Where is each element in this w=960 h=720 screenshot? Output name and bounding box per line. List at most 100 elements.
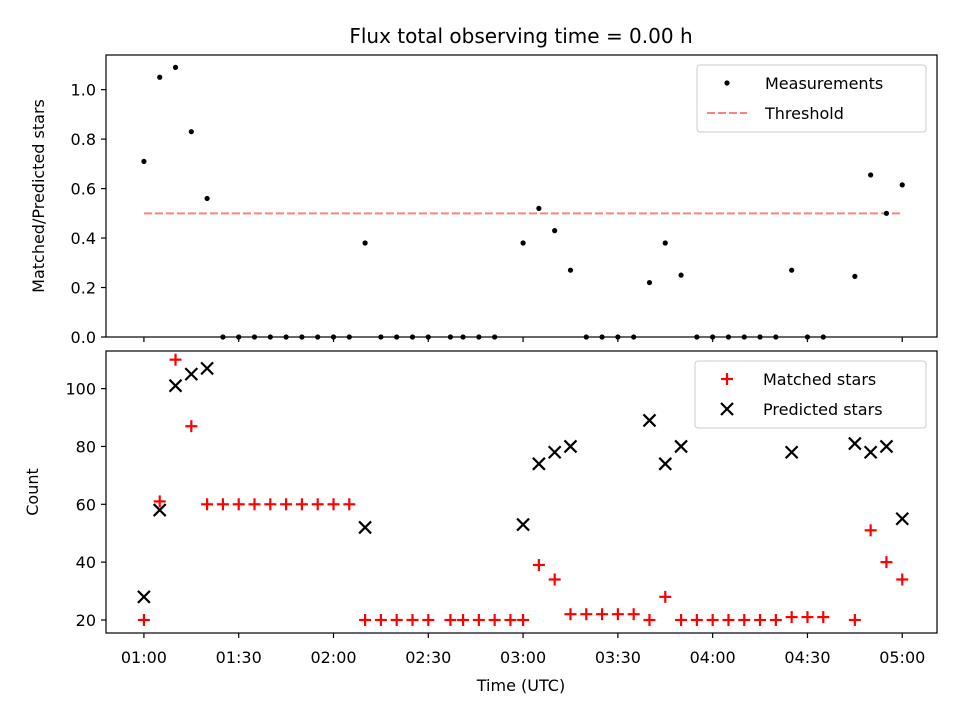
matched-star-point xyxy=(153,495,166,508)
measurement-point xyxy=(188,129,194,135)
bottom-legend-box xyxy=(694,360,927,429)
predicted-star-point xyxy=(863,445,878,460)
top-legend-box xyxy=(696,64,927,133)
predicted-star-point xyxy=(137,590,151,604)
matched-star-point xyxy=(264,498,277,511)
legend-matched-marker xyxy=(721,373,733,385)
bottom-ytick-label: 100 xyxy=(65,380,96,399)
x-axis-label: Time (UTC) xyxy=(476,676,565,695)
predicted-star-point xyxy=(658,457,673,471)
measurement-point xyxy=(646,279,653,286)
matched-star-point xyxy=(817,611,830,624)
matched-star-point xyxy=(880,556,893,569)
predicted-star-point xyxy=(895,511,910,526)
bottom-xtick-label: 03:30 xyxy=(595,648,641,667)
legend-measurements-marker xyxy=(724,80,730,86)
measurement-point xyxy=(520,240,526,246)
matched-star-point xyxy=(248,498,261,511)
matched-star-point xyxy=(169,353,182,366)
top-ytick-label: 0.6 xyxy=(71,180,96,199)
top-y-axis-label: Matched/Predicted stars xyxy=(29,99,48,293)
measurement-point xyxy=(852,273,858,279)
predicted-star-point xyxy=(168,378,183,393)
predicted-star-point xyxy=(879,439,894,454)
top-y-axis: 0.0 0.2 0.4 0.6 0.8 1.0 xyxy=(71,81,106,347)
matched-star-point xyxy=(769,613,782,626)
measurement-point xyxy=(899,182,905,188)
matched-star-point xyxy=(327,498,340,511)
predicted-star-point xyxy=(642,413,657,428)
bottom-y-axis: 20 40 60 80 100 xyxy=(65,380,106,630)
bottom-xtick-label: 01:00 xyxy=(121,648,167,667)
predicted-star-point xyxy=(532,457,546,471)
legend-measurements-label: Measurements xyxy=(765,74,883,93)
top-panel: 0.0 0.2 0.4 0.6 0.8 1.0 Matched/Predicted sta… xyxy=(29,54,938,347)
matched-star-point xyxy=(611,608,624,621)
matched-star-point xyxy=(722,613,735,626)
measurement-point xyxy=(868,172,874,178)
matched-star-point xyxy=(675,613,688,626)
bottom-xtick-label: 04:00 xyxy=(690,648,736,667)
bottom-legend: Matched stars Predicted stars xyxy=(694,360,927,429)
bottom-y-axis-label: Count xyxy=(23,468,42,516)
matched-star-point xyxy=(690,613,703,626)
matched-star-point xyxy=(185,420,198,433)
bottom-ytick-label: 80 xyxy=(76,437,96,456)
predicted-star-point xyxy=(516,517,530,532)
bottom-panel: 20 40 60 80 100 01:00 01:30 02:00 02:30 03:00 03:… xyxy=(23,350,938,695)
matched-star-point xyxy=(564,608,577,621)
legend-predicted-label: Predicted stars xyxy=(763,400,883,419)
matched-star-point xyxy=(137,613,150,626)
legend-predicted-marker xyxy=(720,402,734,416)
matched-star-point xyxy=(280,498,293,511)
matched-star-point xyxy=(548,573,561,586)
matched-star-point xyxy=(659,590,672,603)
measurement-point xyxy=(552,228,558,234)
matched-star-point xyxy=(359,613,372,626)
predicted-star-point xyxy=(358,520,372,535)
bottom-xtick-label: 05:00 xyxy=(879,648,925,667)
matched-star-point xyxy=(311,498,324,511)
matched-star-point xyxy=(627,608,640,621)
top-x-ticks xyxy=(143,337,903,342)
predicted-star-point xyxy=(152,503,167,517)
measurement-point xyxy=(662,240,668,246)
measurement-point xyxy=(362,240,368,246)
bottom-ytick-label: 60 xyxy=(76,495,96,514)
matched-star-point xyxy=(406,613,419,626)
measurement-point xyxy=(883,210,890,216)
bottom-xtick-label: 01:30 xyxy=(216,648,262,667)
matched-star-point xyxy=(295,498,308,511)
bottom-ytick-label: 40 xyxy=(76,553,96,572)
matched-star-point xyxy=(580,608,593,621)
matched-star-point xyxy=(738,613,751,626)
matched-star-point xyxy=(216,498,229,511)
matched-star-point xyxy=(517,613,530,626)
matched-star-point xyxy=(504,613,517,626)
bottom-xtick-label: 02:30 xyxy=(405,648,451,667)
chart-title: Flux total observing time = 0.00 h xyxy=(349,24,692,48)
bottom-x-axis: 01:00 01:30 02:00 02:30 03:00 03:30 04:00 04:30… xyxy=(121,633,925,667)
measurement-point xyxy=(678,272,684,278)
matched-star-point xyxy=(754,613,767,626)
bottom-xtick-label: 04:30 xyxy=(784,648,830,667)
predicted-star-point xyxy=(184,367,199,381)
predicted-star-point xyxy=(674,439,688,454)
predicted-star-point xyxy=(784,445,799,460)
matched-star-point xyxy=(374,613,387,626)
matched-star-point xyxy=(390,613,403,626)
top-ytick-label: 0.8 xyxy=(71,130,96,149)
top-ytick-label: 1.0 xyxy=(71,81,96,100)
matched-star-point xyxy=(232,498,245,511)
top-plot-frame xyxy=(105,54,938,338)
matched-star-point xyxy=(422,613,435,626)
matched-star-point xyxy=(472,613,485,626)
measurement-point xyxy=(204,195,210,202)
matched-star-point xyxy=(532,559,545,572)
predicted-star-point xyxy=(200,361,214,376)
predicted-star-point xyxy=(848,436,862,451)
top-ytick-label: 0.4 xyxy=(71,229,96,248)
matched-star-point xyxy=(801,611,814,624)
matched-star-point xyxy=(848,613,861,626)
